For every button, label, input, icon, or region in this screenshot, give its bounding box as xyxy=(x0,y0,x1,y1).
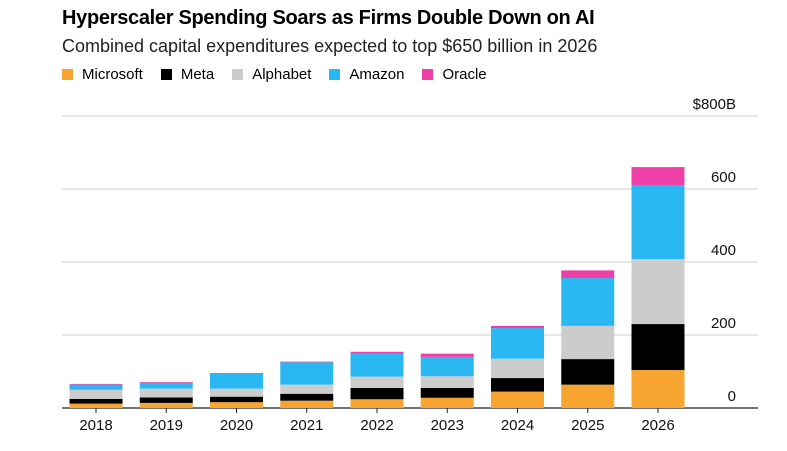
chart-title: Hyperscaler Spending Soars as Firms Doub… xyxy=(62,7,595,29)
y-tick-label: 0 xyxy=(728,388,736,405)
bar-oracle-2026 xyxy=(631,167,685,185)
bar-alphabet-2026 xyxy=(631,259,685,325)
bar-amazon-2022 xyxy=(350,353,404,377)
x-tick-label: 2023 xyxy=(431,417,464,434)
y-tick-label: 400 xyxy=(711,242,736,259)
legend-swatch xyxy=(329,69,341,80)
y-tick-label: $800B xyxy=(693,96,736,113)
bar-alphabet-2020 xyxy=(210,388,263,397)
legend-item-microsoft: Microsoft xyxy=(62,66,143,83)
bar-meta-2026 xyxy=(631,324,685,371)
bar-amazon-2023 xyxy=(420,356,474,377)
chart-legend: Microsoft Meta Alphabet Amazon Oracle xyxy=(62,66,505,83)
bar-amazon-2024 xyxy=(491,328,544,359)
bar-microsoft-2020 xyxy=(210,402,263,408)
bar-microsoft-2021 xyxy=(280,400,334,408)
bar-oracle-2021 xyxy=(280,361,334,363)
legend-label: Alphabet xyxy=(252,66,312,83)
bar-meta-2018 xyxy=(69,398,123,404)
y-tick-label: 200 xyxy=(711,315,736,332)
legend-swatch xyxy=(422,69,434,80)
bar-alphabet-2021 xyxy=(280,384,334,394)
x-tick-label: 2022 xyxy=(360,417,393,434)
bar-oracle-2022 xyxy=(350,351,404,354)
bar-oracle-2020 xyxy=(210,372,263,374)
bar-microsoft-2019 xyxy=(139,402,193,408)
bar-microsoft-2022 xyxy=(350,399,404,408)
x-tick-label: 2025 xyxy=(571,417,604,434)
bar-oracle-2019 xyxy=(139,382,193,383)
legend-label: Meta xyxy=(180,66,215,83)
legend-item-alphabet: Alphabet xyxy=(232,66,311,83)
x-tick-label: 2020 xyxy=(220,417,253,434)
bar-alphabet-2019 xyxy=(139,388,193,398)
bar-alphabet-2023 xyxy=(420,376,474,388)
x-tick-label: 2021 xyxy=(290,417,323,434)
bar-meta-2021 xyxy=(280,393,334,401)
bar-microsoft-2023 xyxy=(420,397,474,408)
bar-meta-2019 xyxy=(139,397,193,403)
bar-amazon-2021 xyxy=(280,362,334,385)
legend-swatch xyxy=(160,69,172,80)
bar-alphabet-2025 xyxy=(561,325,615,360)
bar-alphabet-2024 xyxy=(491,358,544,379)
bar-oracle-2023 xyxy=(420,353,474,357)
bar-microsoft-2026 xyxy=(631,370,685,408)
legend-item-oracle: Oracle xyxy=(422,66,487,83)
bar-amazon-2020 xyxy=(210,373,263,389)
bar-microsoft-2025 xyxy=(561,384,615,408)
bar-oracle-2025 xyxy=(561,270,615,279)
bar-amazon-2019 xyxy=(139,382,193,389)
x-tick-label: 2019 xyxy=(150,417,183,434)
bar-amazon-2026 xyxy=(631,184,685,260)
bar-meta-2025 xyxy=(561,359,615,385)
legend-swatch xyxy=(62,69,73,80)
bar-amazon-2018 xyxy=(69,384,123,390)
bar-oracle-2018 xyxy=(69,383,123,385)
legend-label: Oracle xyxy=(442,66,487,83)
bar-oracle-2024 xyxy=(491,325,544,329)
legend-label: Amazon xyxy=(349,66,405,83)
x-tick-label: 2018 xyxy=(79,417,112,434)
bar-meta-2024 xyxy=(491,378,544,392)
bar-meta-2022 xyxy=(350,387,404,400)
x-tick-label: 2024 xyxy=(501,417,534,434)
y-tick-label: 600 xyxy=(711,169,736,186)
bar-meta-2020 xyxy=(210,396,263,403)
x-tick-label: 2026 xyxy=(641,417,674,434)
bar-meta-2023 xyxy=(420,387,474,398)
bar-alphabet-2022 xyxy=(350,376,404,388)
legend-swatch xyxy=(232,69,244,80)
legend-item-meta: Meta xyxy=(160,66,215,83)
bar-microsoft-2024 xyxy=(491,391,544,408)
chart-subtitle: Combined capital expenditures expected t… xyxy=(62,36,598,56)
bar-microsoft-2018 xyxy=(69,403,123,408)
legend-label: Microsoft xyxy=(82,66,143,83)
bar-amazon-2025 xyxy=(561,278,615,326)
bar-alphabet-2018 xyxy=(69,389,123,399)
legend-item-amazon: Amazon xyxy=(329,66,404,83)
